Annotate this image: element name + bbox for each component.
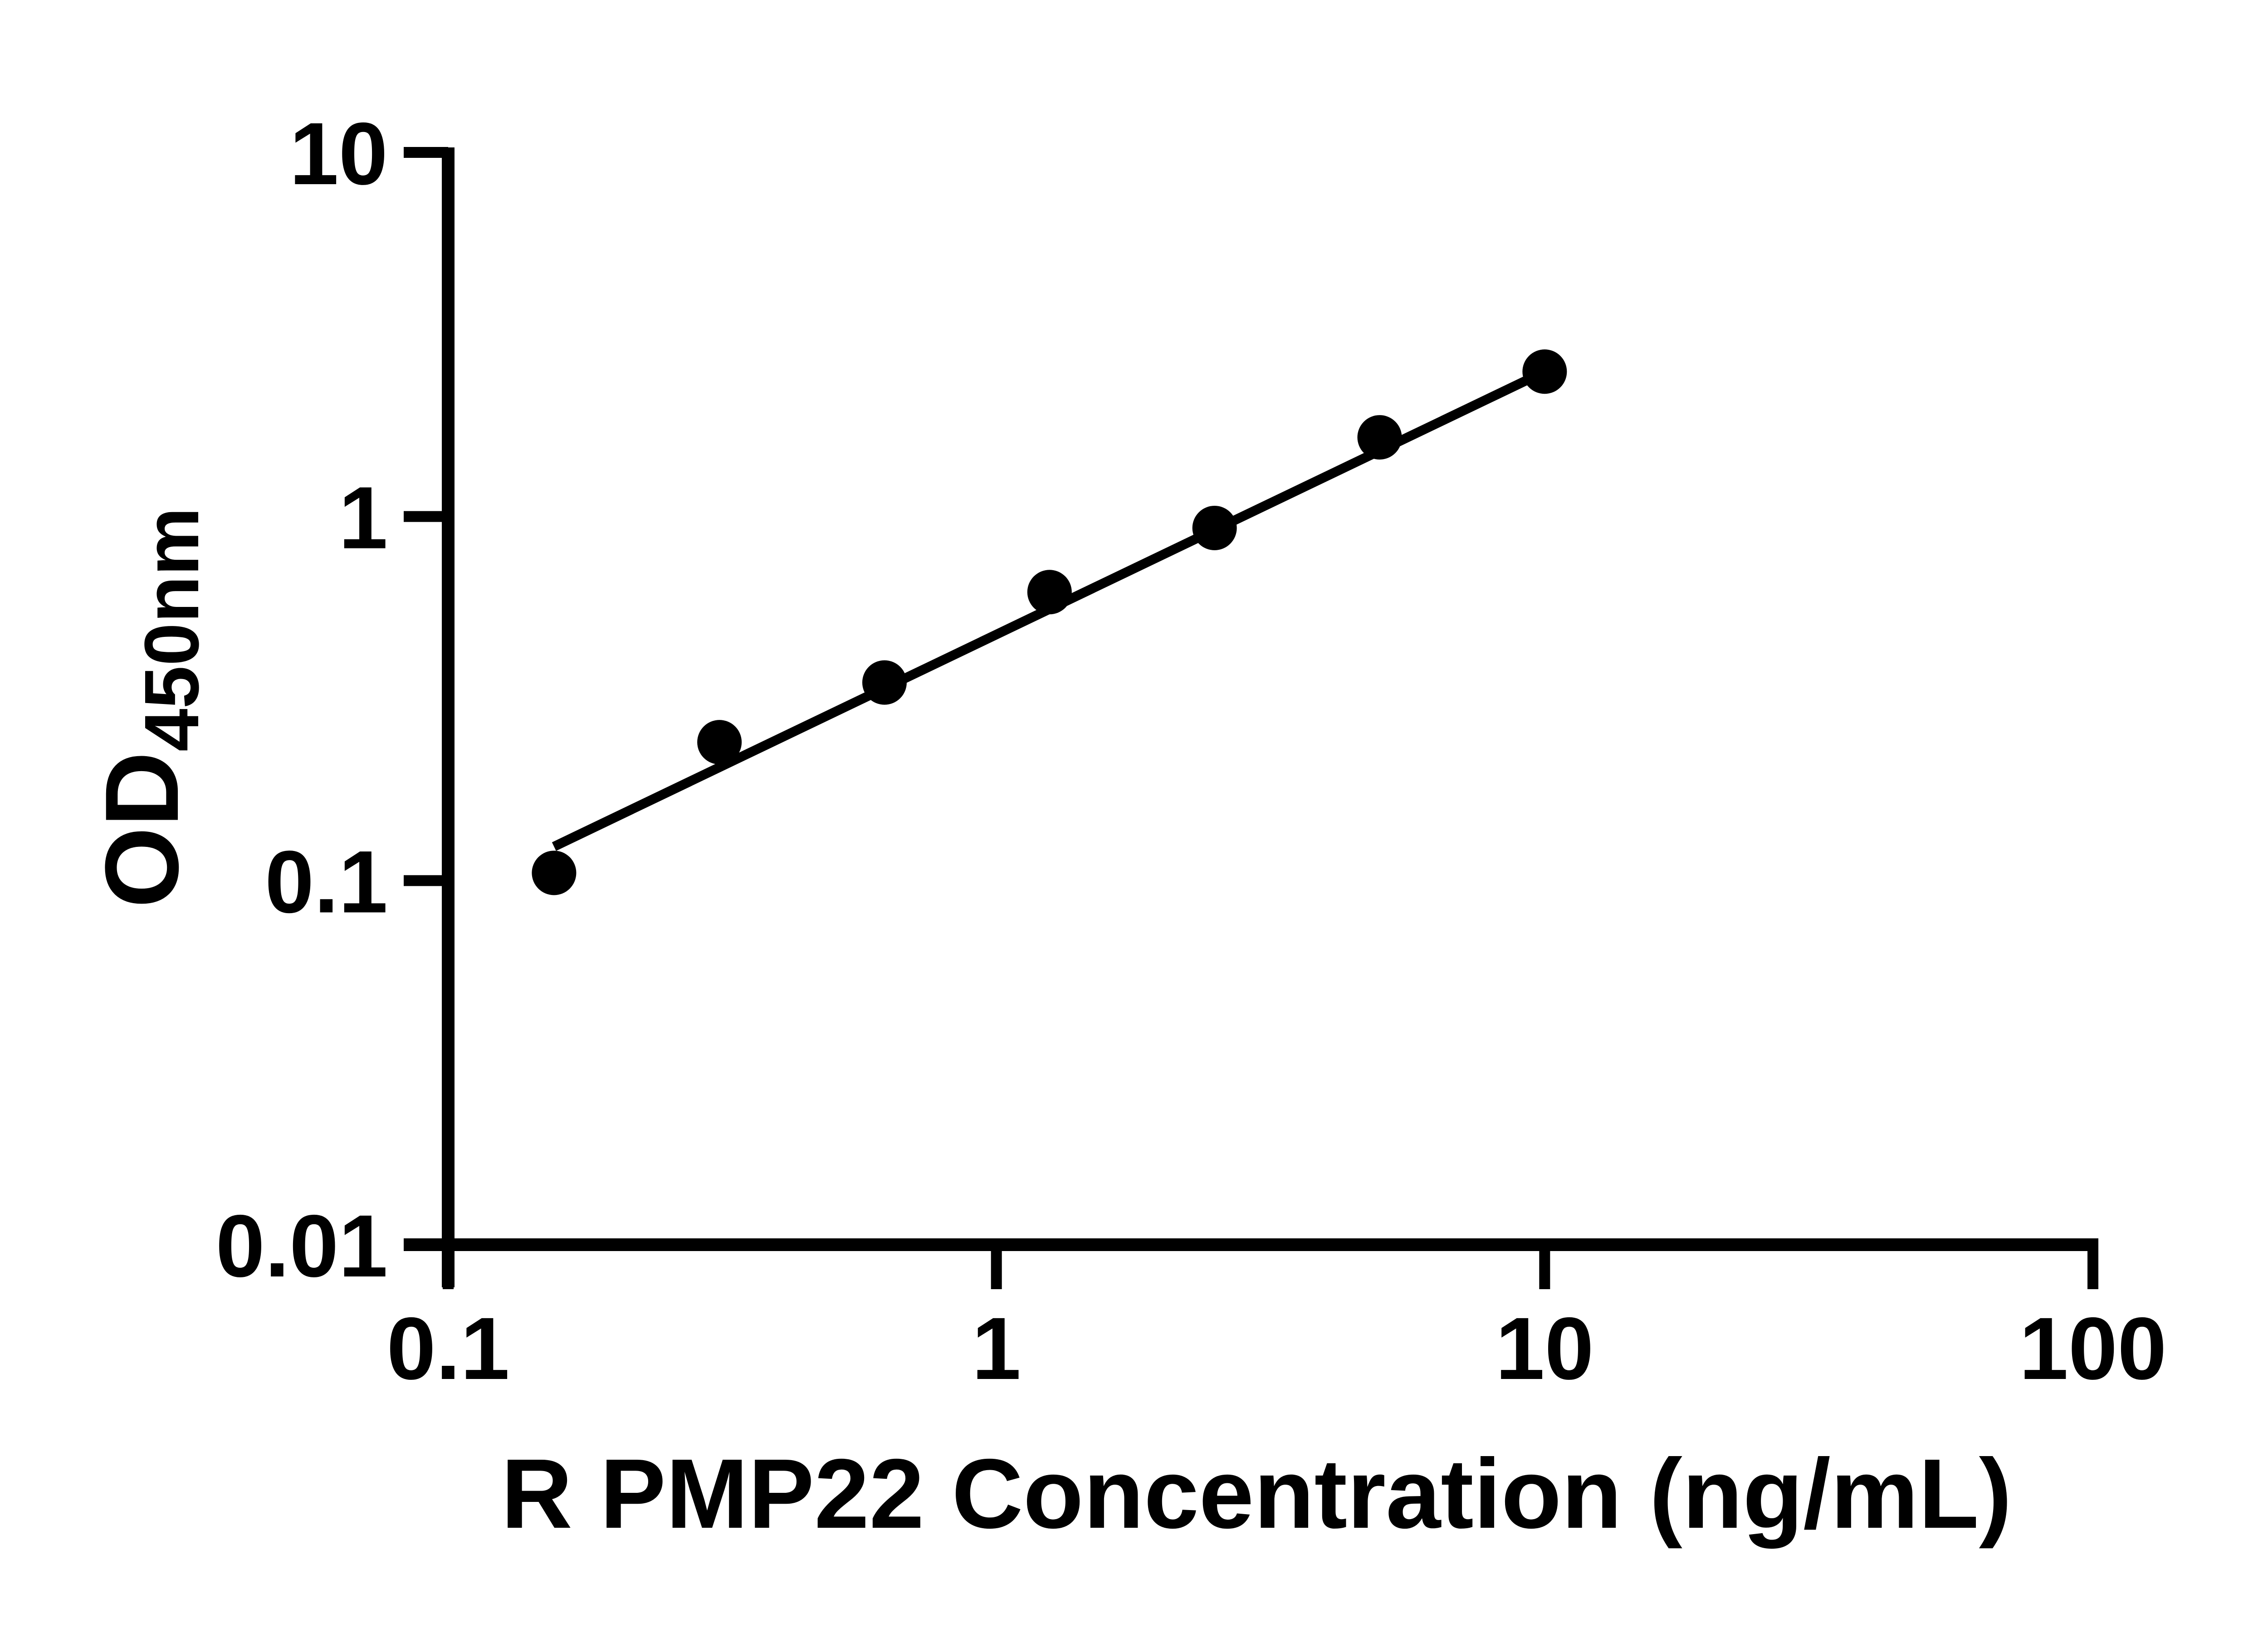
x-tick-label: 10 — [1496, 1299, 1594, 1398]
data-point — [1522, 349, 1567, 394]
y-axis-title-main: OD — [83, 752, 200, 908]
y-tick-mark — [404, 511, 448, 522]
y-tick-mark — [404, 147, 448, 158]
data-points-group — [532, 349, 1567, 895]
data-point — [1192, 505, 1237, 550]
x-tick-mark — [991, 1245, 1002, 1289]
x-tick-label: 100 — [2019, 1299, 2166, 1398]
y-tick-labels: 10 1 0.1 0.01 — [215, 104, 388, 1296]
x-axis-line — [404, 1238, 2098, 1251]
x-tick-label: 0.1 — [386, 1299, 509, 1398]
y-tick-mark — [404, 875, 448, 886]
y-tick-mark — [404, 1239, 448, 1250]
x-tick-mark — [2087, 1245, 2098, 1289]
y-axis — [404, 147, 455, 1287]
y-tick-label: 1 — [339, 469, 388, 567]
y-tick-label: 10 — [289, 104, 388, 203]
x-tick-mark — [1539, 1245, 1550, 1289]
data-point — [1027, 570, 1072, 615]
data-point — [532, 851, 577, 895]
y-axis-line — [442, 147, 455, 1287]
y-tick-label: 0.01 — [215, 1197, 388, 1296]
x-axis-title: R PMP22 Concentration (ng/mL) — [501, 1439, 2012, 1549]
y-axis-title-subscript: 450nm — [129, 507, 215, 752]
y-axis-title: OD450nm — [83, 507, 215, 908]
x-tick-label: 1 — [972, 1299, 1021, 1398]
data-point — [1357, 415, 1402, 460]
y-tick-label: 0.1 — [265, 832, 388, 931]
data-point — [697, 720, 742, 765]
x-tick-labels: 0.1 1 10 100 — [386, 1299, 2166, 1398]
x-axis — [404, 1238, 2098, 1289]
data-point — [862, 660, 907, 705]
